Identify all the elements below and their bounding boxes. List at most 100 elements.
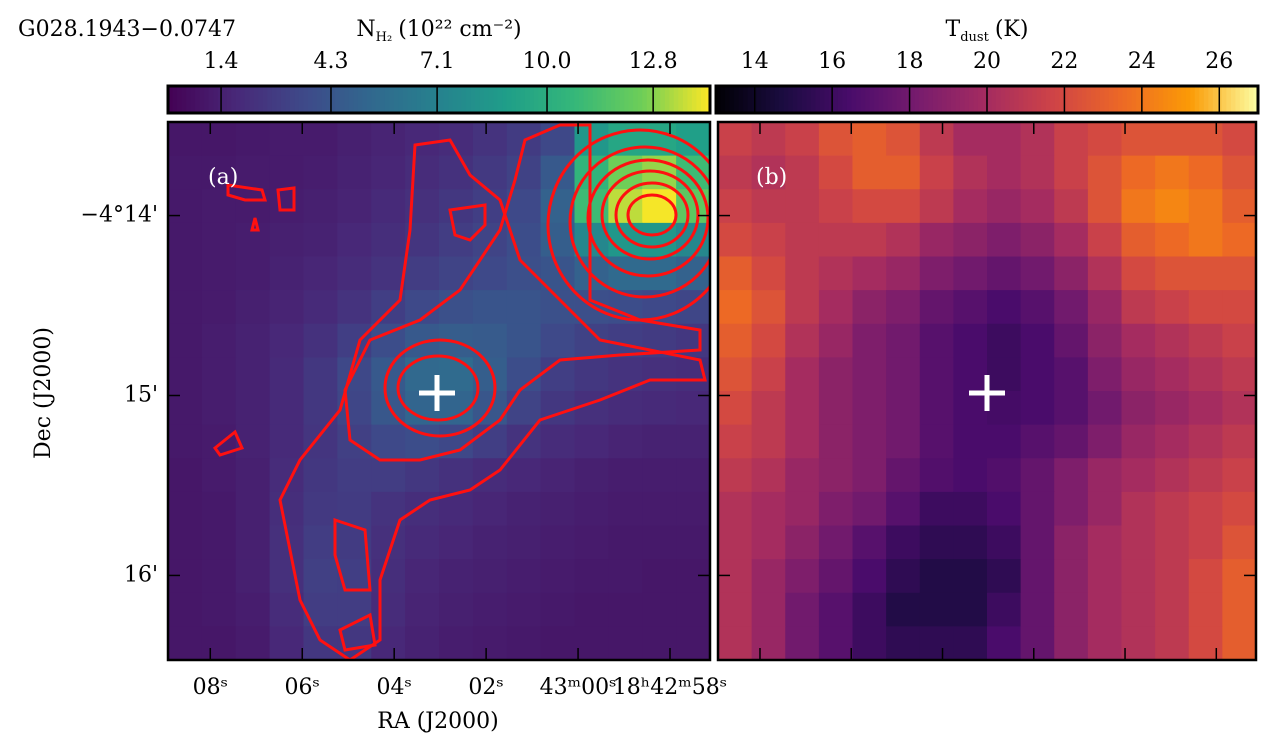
colorbar-segment — [289, 86, 295, 113]
pixel — [337, 189, 372, 224]
colorbar-segment — [204, 86, 210, 113]
pixel — [269, 424, 305, 459]
pixel — [371, 592, 406, 627]
pixel — [201, 458, 237, 493]
colorbar-segment — [1248, 86, 1254, 113]
colorbar-segment — [788, 86, 794, 113]
pixel — [852, 357, 887, 392]
pixel — [1121, 290, 1156, 325]
colorbar-segment — [792, 86, 798, 113]
pixel — [676, 424, 711, 459]
pixel — [676, 592, 711, 627]
pixel — [168, 256, 203, 291]
pixel — [506, 323, 542, 358]
colorbar-segment — [515, 86, 521, 113]
pixel — [642, 424, 677, 459]
pixel — [472, 525, 508, 560]
pixel — [1087, 626, 1123, 661]
colorbar-segment — [1068, 86, 1074, 113]
pixel — [1087, 155, 1123, 190]
pixel — [371, 424, 406, 459]
colorbar-segment — [303, 86, 309, 113]
pixel — [303, 222, 338, 258]
colorbar-segment — [199, 86, 205, 113]
pixel — [642, 491, 677, 527]
pixel — [608, 559, 643, 594]
colorbar-label: NH₂ (10²² cm⁻²) — [356, 17, 521, 45]
pixel — [303, 525, 338, 560]
pixel — [201, 256, 237, 291]
pixel — [1054, 290, 1089, 325]
colorbar-segment — [258, 86, 264, 113]
pixel — [852, 458, 887, 493]
pixel — [472, 424, 508, 459]
colorbar-segment — [628, 86, 634, 113]
colorbar-segment — [1190, 86, 1196, 113]
pixel — [718, 189, 753, 224]
pixel — [1222, 323, 1257, 358]
pixel — [540, 525, 576, 560]
pixel — [337, 155, 372, 190]
colorbar-segment — [1140, 86, 1146, 113]
colorbar-segment — [502, 86, 508, 113]
pixel — [919, 357, 954, 392]
pixel — [201, 290, 237, 325]
colorbar-segment — [770, 86, 776, 113]
colorbar-segment — [588, 86, 594, 113]
pixel — [269, 256, 305, 291]
pixel — [168, 357, 203, 392]
pixel — [1020, 525, 1055, 560]
pixel — [953, 357, 988, 392]
colorbar-tick-label: 18 — [896, 49, 924, 74]
colorbar-segment — [592, 86, 598, 113]
colorbar-segment — [249, 86, 255, 113]
pixel — [269, 626, 305, 661]
panel-frame — [166, 120, 712, 662]
colorbar-label: Tdust (K) — [946, 17, 1029, 45]
pixel — [987, 424, 1022, 459]
pixel — [1020, 323, 1055, 358]
colorbar-segment — [1027, 86, 1033, 113]
colorbar-segment — [747, 86, 753, 113]
colorbar-segment — [615, 86, 621, 113]
pixel — [1222, 290, 1257, 325]
colorbar-segment — [393, 86, 399, 113]
x-tick-label: 02ˢ — [468, 675, 503, 700]
colorbar-segment — [511, 86, 517, 113]
colorbar-segment — [946, 86, 952, 113]
colorbar-segment — [687, 86, 693, 113]
pixel — [168, 559, 203, 594]
colorbar-segment — [168, 86, 174, 113]
colorbar-segment — [696, 86, 702, 113]
pixel — [540, 424, 576, 459]
pixel — [608, 626, 643, 661]
pixel — [168, 290, 203, 325]
colorbar-segment — [729, 86, 735, 113]
pixel — [751, 424, 786, 459]
colorbar-segment — [380, 86, 386, 113]
pixel — [852, 122, 887, 157]
pixel — [337, 122, 372, 157]
colorbar-segment — [308, 86, 314, 113]
pixel — [751, 592, 786, 627]
pixel — [987, 290, 1022, 325]
pixel — [676, 559, 711, 594]
pixel — [1054, 626, 1089, 661]
pixel — [818, 391, 854, 426]
colorbar-segment — [262, 86, 268, 113]
pixel — [1188, 424, 1223, 459]
pixel — [818, 626, 854, 661]
pixel — [785, 155, 820, 190]
colorbar-segment — [606, 86, 612, 113]
colorbar-segment — [479, 86, 485, 113]
pixel — [540, 491, 576, 527]
pixel — [886, 323, 921, 358]
pixel — [506, 155, 542, 190]
colorbar-segment — [874, 86, 880, 113]
pixel — [439, 559, 474, 594]
colorbar-segment — [1108, 86, 1114, 113]
pixel — [818, 155, 854, 190]
colorbar-segment — [673, 86, 679, 113]
pixel — [303, 458, 338, 493]
